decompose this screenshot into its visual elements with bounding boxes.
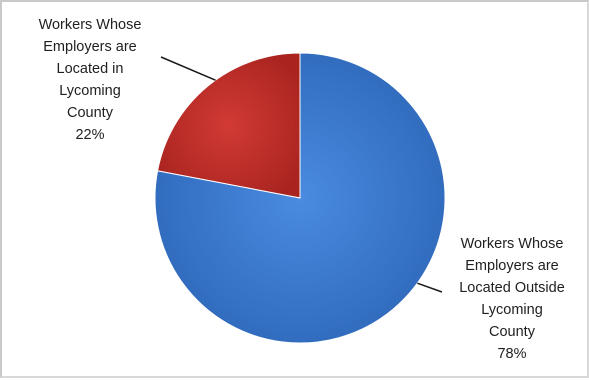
- leader-line-inside-county: [160, 56, 216, 81]
- pie-slice-inside-county: [156, 52, 301, 199]
- data-label-inside-county: Workers Whose Employers are Located in Lyco…: [39, 17, 142, 143]
- pie-slice-outside-county: [154, 52, 446, 344]
- data-label-outside-county: Workers Whose Employers are Located Outsid…: [459, 236, 565, 362]
- leader-line-outside-county: [417, 282, 443, 293]
